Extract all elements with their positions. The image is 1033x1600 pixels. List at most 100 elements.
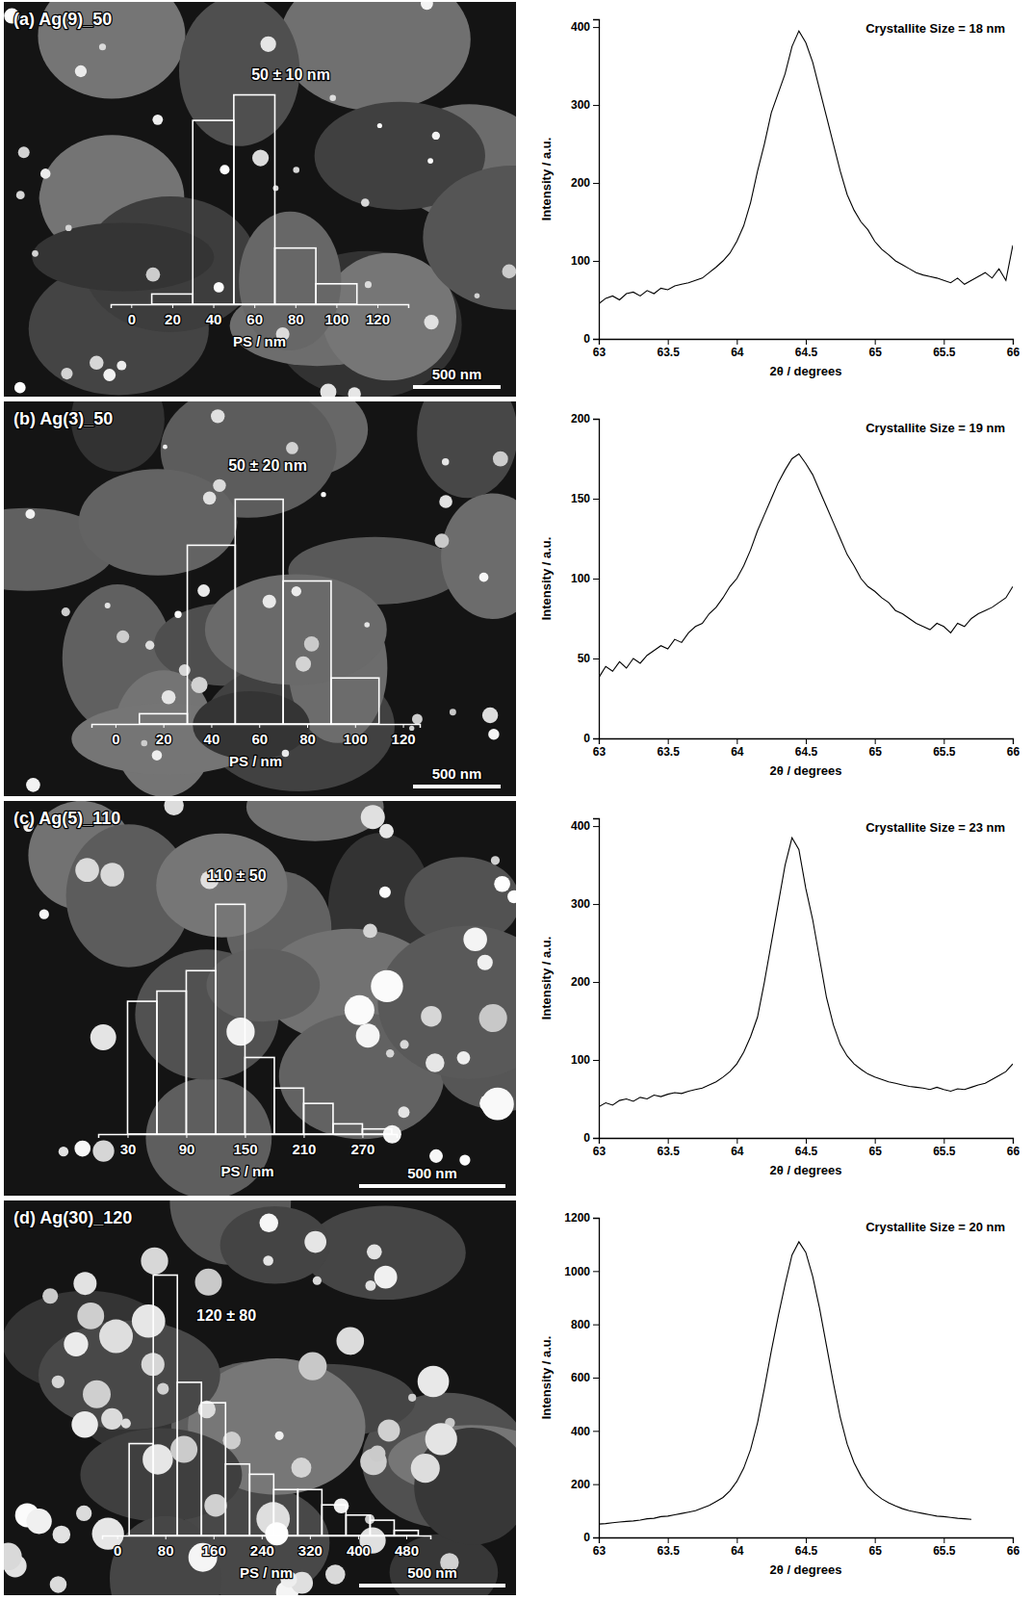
scale-bar-label: 500 nm xyxy=(432,765,483,782)
tick: 200 xyxy=(570,176,599,190)
histogram-bar xyxy=(185,970,215,1135)
tick-mark xyxy=(309,1535,311,1540)
tick-label: 120 xyxy=(365,310,390,328)
tick: 60 xyxy=(246,304,263,328)
silver-particle xyxy=(204,1494,227,1517)
micrograph xyxy=(3,1,517,397)
tick-label: 400 xyxy=(570,819,591,833)
axis-line xyxy=(599,1138,1014,1145)
silver-particle xyxy=(99,1319,133,1354)
silver-particle xyxy=(92,1139,114,1162)
micrograph xyxy=(3,800,517,1196)
tick-label: 60 xyxy=(246,310,263,328)
tick-mark xyxy=(943,338,945,345)
scale-bar-label: 500 nm xyxy=(407,1164,458,1182)
x-axis: 020406080100120 xyxy=(111,304,410,328)
tick-label: 50 xyxy=(577,651,592,666)
tick-label: 1200 xyxy=(564,1211,591,1225)
silver-particle xyxy=(74,1140,91,1158)
tick-label: 20 xyxy=(164,310,181,328)
silver-particle xyxy=(25,777,41,793)
xrd-chart: 6363.56464.56565.56601002003004002θ / de… xyxy=(539,819,1020,1179)
histogram-bars xyxy=(127,903,391,1135)
y-axis: 020040060080010001200 xyxy=(564,1211,599,1545)
silver-particle xyxy=(103,368,116,382)
tick: 63.5 xyxy=(656,338,680,360)
silver-particle xyxy=(213,282,225,293)
tick: 0 xyxy=(128,304,136,328)
tick-mark xyxy=(593,826,599,827)
silver-particle xyxy=(325,1564,346,1585)
silver-particle xyxy=(399,1039,409,1049)
panel-title: (d) Ag(30)_120 xyxy=(13,1208,132,1228)
tick-label: 100 xyxy=(343,730,368,748)
tick: 63 xyxy=(593,1537,607,1558)
tick-mark xyxy=(254,304,256,309)
tick-label: 300 xyxy=(570,897,591,911)
plot-area xyxy=(598,1241,972,1524)
micrograph xyxy=(3,1200,517,1596)
axis-title: PS / nm xyxy=(229,752,283,770)
silver-particle xyxy=(262,594,277,609)
silver-particle xyxy=(140,740,148,748)
tick-label: 64.5 xyxy=(795,345,819,360)
tick: 100 xyxy=(343,723,368,748)
tick-mark xyxy=(1012,1137,1014,1144)
silver-particle xyxy=(370,970,403,1003)
histogram-bar xyxy=(215,903,245,1135)
axis-title: 2θ / degrees xyxy=(770,1162,843,1178)
silver-particle xyxy=(197,584,210,597)
tick-label: 100 xyxy=(570,1053,591,1067)
silver-particle xyxy=(344,995,375,1026)
micrograph xyxy=(3,401,517,797)
tick-label: 64.5 xyxy=(795,745,819,759)
tick-mark xyxy=(668,1537,670,1544)
tick-label: 300 xyxy=(570,98,591,112)
histogram-bar xyxy=(369,1520,394,1536)
tick-mark xyxy=(875,338,877,345)
tick: 64 xyxy=(730,738,745,759)
tick-mark xyxy=(303,1134,305,1138)
silver-particle xyxy=(295,656,311,672)
tick: 63 xyxy=(593,1137,607,1159)
support-grain xyxy=(79,1427,242,1522)
tick: 65 xyxy=(868,1537,882,1558)
tick: 240 xyxy=(250,1535,275,1559)
tick-label: 0 xyxy=(583,731,591,746)
support-grain xyxy=(440,492,517,620)
tick-label: 0 xyxy=(111,730,120,748)
tick: 0 xyxy=(583,332,599,346)
silver-particle xyxy=(366,1244,383,1261)
histogram-bar xyxy=(315,284,358,305)
axis-line xyxy=(599,1538,1014,1545)
silver-particle xyxy=(100,862,125,887)
silver-particle xyxy=(441,458,449,465)
tick: 120 xyxy=(391,723,416,748)
tick: 400 xyxy=(570,1424,599,1439)
plot-area xyxy=(598,837,1013,1107)
silver-particle xyxy=(364,1280,376,1292)
tick: 800 xyxy=(570,1317,599,1332)
silver-particle xyxy=(179,664,191,676)
scale-bar xyxy=(413,784,501,789)
tick-label: 64 xyxy=(730,345,745,360)
histogram-bar xyxy=(127,1001,156,1135)
silver-particle xyxy=(131,1304,166,1339)
silver-particle xyxy=(329,94,336,102)
tick-label: 65.5 xyxy=(932,1144,956,1159)
tick: 20 xyxy=(155,723,173,748)
silver-particle xyxy=(75,65,87,78)
tick-label: 240 xyxy=(250,1542,275,1559)
tick-mark xyxy=(668,338,670,345)
silver-particle xyxy=(492,451,509,467)
silver-particle xyxy=(73,1271,97,1295)
tick-label: 66 xyxy=(1007,745,1021,759)
tick: 1200 xyxy=(564,1211,599,1225)
tick-mark xyxy=(593,1059,599,1061)
tick-label: 65 xyxy=(868,745,882,759)
tick: 0 xyxy=(583,1530,599,1545)
silver-particle xyxy=(99,43,106,51)
tick: 0 xyxy=(113,1535,122,1559)
tick: 1000 xyxy=(564,1265,599,1279)
silver-particle xyxy=(425,1422,458,1455)
